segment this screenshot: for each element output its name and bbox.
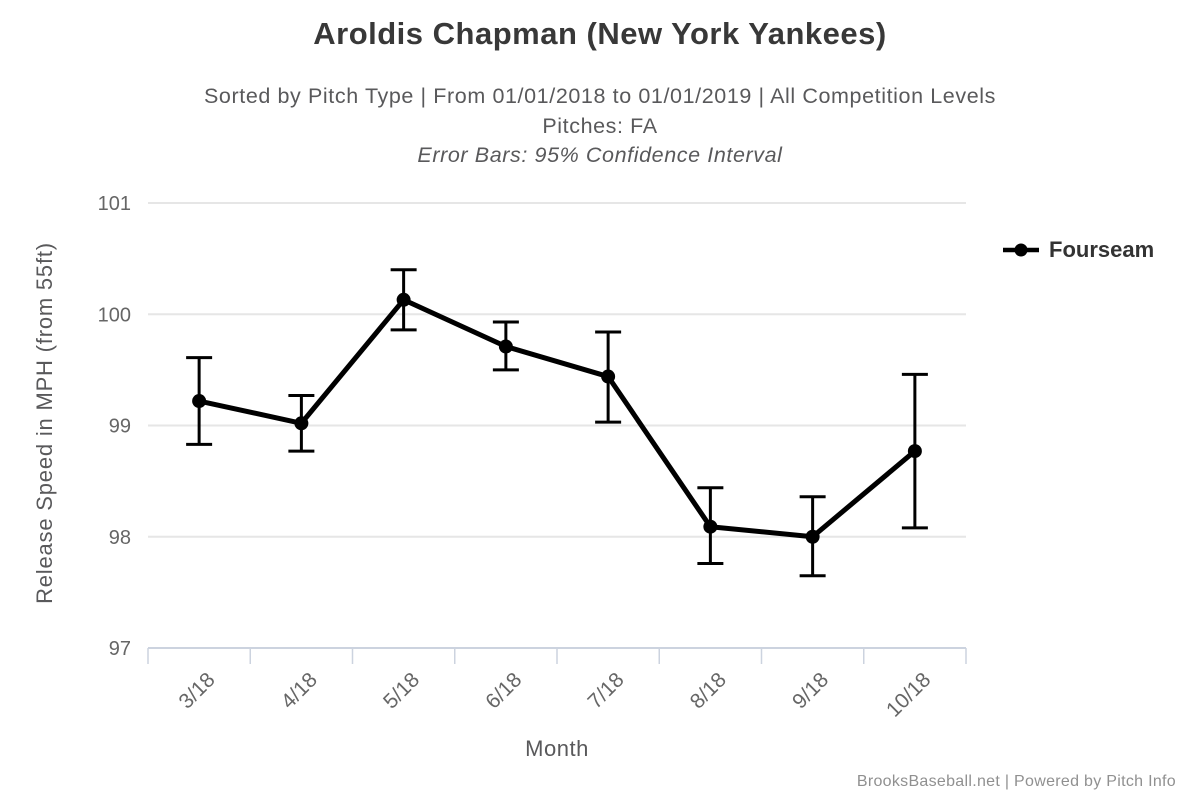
x-tick-label: 8/18: [686, 668, 731, 713]
x-tick-label: 3/18: [174, 668, 219, 713]
series-line-fourseam: [196, 297, 918, 540]
legend-label: Fourseam: [1049, 237, 1155, 262]
data-point-marker: [601, 369, 616, 384]
legend-line-marker-icon: [1003, 243, 1039, 257]
y-tick-label: 97: [109, 638, 131, 660]
data-point-marker: [192, 394, 207, 409]
footer-credit[interactable]: BrooksBaseball.net | Powered by Pitch In…: [856, 773, 1176, 790]
y-tick-label: 98: [109, 527, 131, 549]
x-tick-label: 9/18: [788, 668, 833, 713]
x-axis-title: Month: [525, 736, 589, 761]
y-tick-label: 101: [98, 193, 131, 215]
y-axis-title: Release Speed in MPH (from 55ft): [32, 242, 57, 604]
data-point-marker: [907, 444, 922, 459]
chart-subtitle-pitches: Pitches: FA: [542, 114, 658, 138]
data-point-marker: [703, 519, 718, 534]
data-point-marker: [498, 339, 513, 354]
x-tick-label: 10/18: [882, 668, 935, 721]
chart-subtitle-range: Sorted by Pitch Type | From 01/01/2018 t…: [203, 84, 996, 108]
chart-title: Aroldis Chapman (New York Yankees): [313, 16, 887, 51]
y-tick-label: 100: [98, 304, 131, 326]
legend-item-fourseam[interactable]: Fourseam: [1002, 237, 1154, 263]
x-tick-label: 7/18: [583, 668, 628, 713]
x-tick-label: 6/18: [481, 668, 526, 713]
data-point-marker: [294, 416, 309, 431]
x-tick-label: 4/18: [277, 668, 322, 713]
x-tick-label: 5/18: [379, 668, 424, 713]
data-point-marker: [396, 292, 411, 307]
y-tick-label: 99: [109, 416, 131, 438]
data-point-marker: [805, 529, 820, 544]
chart-subtitle-errorbars: Error Bars: 95% Confidence Interval: [417, 143, 783, 167]
